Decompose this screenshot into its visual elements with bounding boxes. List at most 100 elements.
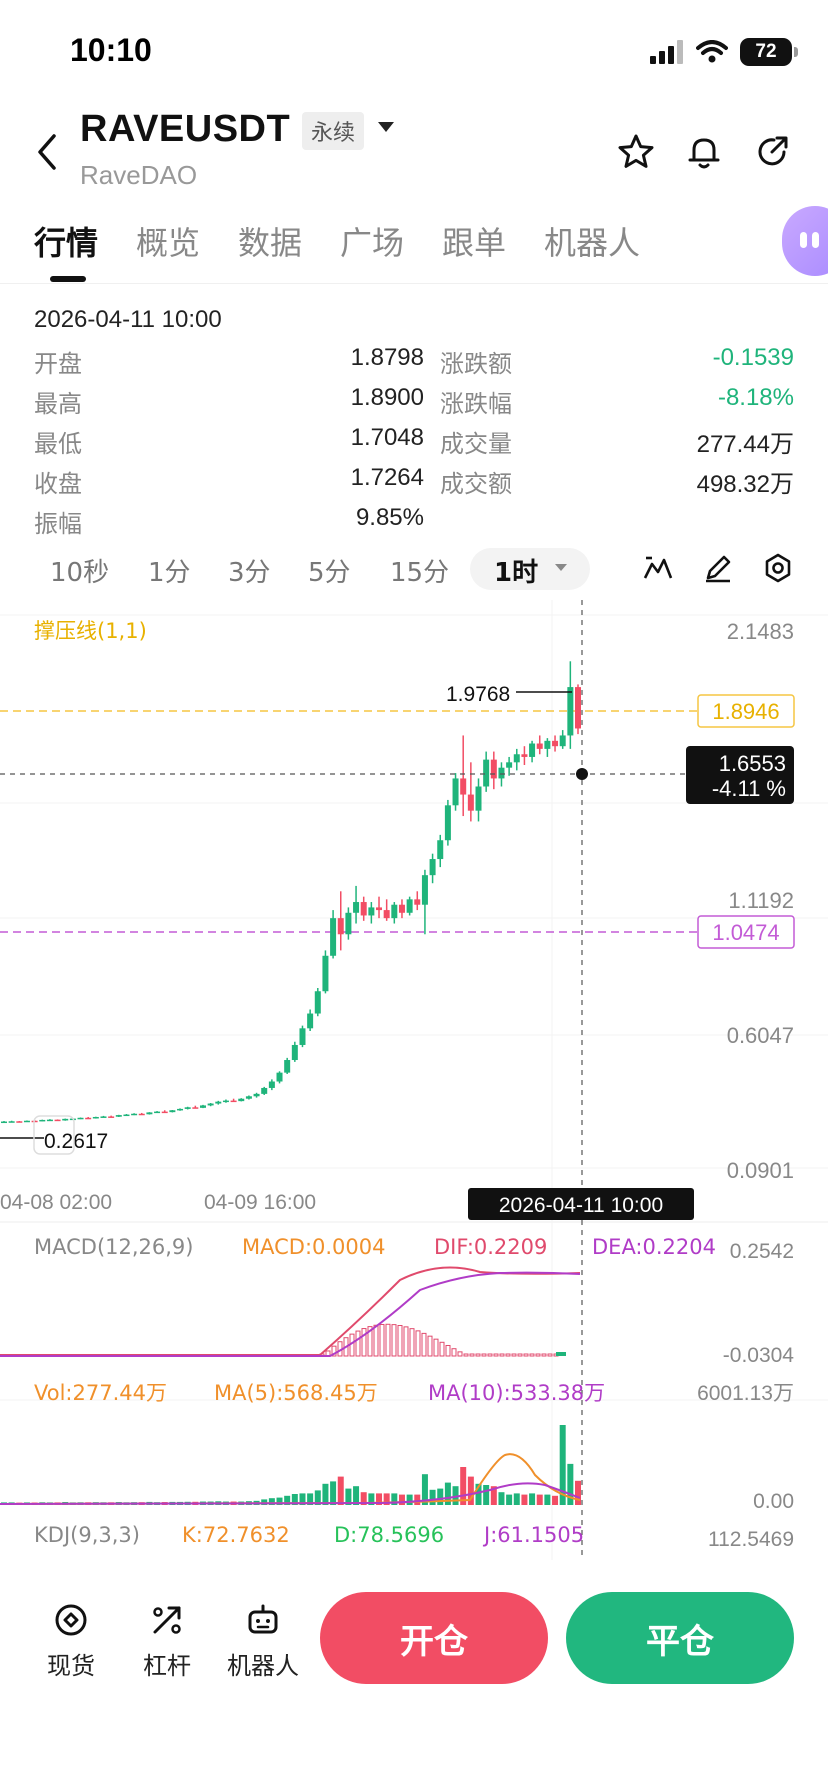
ohlc-label: 振幅 [34,510,82,538]
tab-market[interactable]: 行情 [34,224,99,262]
interval-active-pill[interactable] [470,548,590,590]
assistant-bubble-icon[interactable] [782,206,828,276]
candle-body [39,1119,46,1122]
close-position-button[interactable]: 平仓 [566,1592,794,1684]
candle-body [406,899,413,913]
settings-icon[interactable] [762,552,794,584]
volume-bar [506,1494,513,1505]
ohlc-label: 成交量 [440,430,512,458]
nav-bots[interactable]: 机器人 [218,1600,308,1681]
macd-bar [445,1344,451,1357]
indicator-icon[interactable] [642,552,674,584]
status-bar: 10:10 72 [0,0,828,100]
macd-bar [397,1325,403,1357]
volume-bar [513,1493,520,1505]
volume-bar [429,1489,436,1505]
interval-5m[interactable]: 5分 [308,558,351,588]
low-marker: 0.2617 [44,1130,108,1153]
volume-bar [567,1463,574,1505]
volume-bar [529,1493,536,1505]
candle-body [284,1060,291,1073]
candle-body [138,1113,145,1116]
volume-bar [284,1495,291,1505]
volume-bar [398,1494,405,1505]
candle-body [330,918,337,956]
symbol-title[interactable]: RAVEUSDT [80,108,291,150]
macd-bar [331,1345,337,1357]
volume-bar [559,1425,566,1505]
candle-body [376,907,383,911]
wifi-icon [696,40,728,63]
support-price: 1.0474 [712,920,779,945]
candle-body [429,859,436,876]
interval-10s[interactable]: 10秒 [50,558,110,588]
volume-bar [330,1481,337,1505]
candle-body [108,1116,115,1118]
candlestick-chart[interactable]: 撑压线(1,1) 1.9768 0.2617 2.1483 1.8946 1.6… [0,600,828,1560]
volume-bar [475,1483,482,1505]
dif-value: DIF:0.2209 [434,1235,547,1259]
kdj-title: KDJ(9,3,3) [34,1523,140,1547]
header: RAVEUSDT 永续 RaveDAO [0,100,828,200]
candle-body [559,735,566,747]
nav-margin[interactable]: 杠杆 [122,1600,212,1681]
candle-body [529,743,536,757]
nav-bots-label: 机器人 [227,1652,299,1680]
contract-type-tag[interactable]: 永续 [302,112,365,150]
macd-histogram [319,1323,559,1357]
expand-icon[interactable] [33,1115,75,1155]
volume-bar [552,1495,559,1505]
volume-bar [406,1494,413,1505]
candle-body [506,762,513,768]
nav-spot[interactable]: 现货 [26,1600,116,1681]
tab-square[interactable]: 广场 [340,224,405,262]
candle-body [23,1120,30,1123]
volume-bar [345,1488,352,1505]
interval-3m[interactable]: 3分 [228,558,271,588]
bell-icon[interactable] [684,132,724,172]
back-icon[interactable] [30,130,66,174]
macd-bar [541,1353,547,1357]
interval-1m[interactable]: 1分 [148,558,191,588]
tab-overview[interactable]: 概览 [136,224,201,262]
robot-icon [248,1604,278,1634]
x-tick: 04-09 16:00 [204,1191,316,1214]
chart-area[interactable]: 撑压线(1,1) 1.9768 0.2617 2.1483 1.8946 1.6… [0,600,828,1560]
tab-bots[interactable]: 机器人 [544,224,641,262]
ohlc-label: 收盘 [34,470,82,498]
battery-indicator: 72 [740,38,798,66]
macd-bar [457,1351,463,1357]
ohlc-row: 收盘 1.7264 成交额 498.32万 [34,464,794,504]
candles-group [1,661,581,1124]
ohlc-label: 成交额 [440,470,512,498]
interval-1h[interactable]: 1时 [494,558,539,588]
volume-bar [483,1485,490,1505]
candle-body [398,904,405,913]
y-tick: 1.1192 [728,888,794,913]
macd-bar [505,1353,511,1357]
volume-bar [490,1486,497,1505]
macd-bar [517,1353,523,1357]
tab-data[interactable]: 数据 [238,224,303,262]
chevron-down-icon[interactable] [555,564,567,571]
macd-bar [487,1353,493,1357]
ohlc-value: 498.32万 [696,471,794,498]
chevron-down-icon[interactable] [378,122,394,132]
macd-bar [367,1326,373,1357]
open-position-button[interactable]: 开仓 [320,1592,548,1684]
ohlc-label: 涨跌额 [440,350,512,378]
star-icon[interactable] [616,132,656,172]
y-tick: 0.6047 [727,1023,794,1048]
candle-body [115,1115,122,1117]
candle-body [238,1098,245,1102]
macd-bar [481,1353,487,1357]
draw-icon[interactable] [702,552,734,584]
resistance-price-box [697,694,795,728]
ohlc-label: 涨跌幅 [440,390,512,418]
candle-body [345,912,352,935]
volume-bar [261,1499,268,1505]
volume-bar [467,1476,474,1505]
interval-15m[interactable]: 15分 [390,558,450,588]
tab-copy-trade[interactable]: 跟单 [442,224,507,262]
share-icon[interactable] [752,132,792,172]
